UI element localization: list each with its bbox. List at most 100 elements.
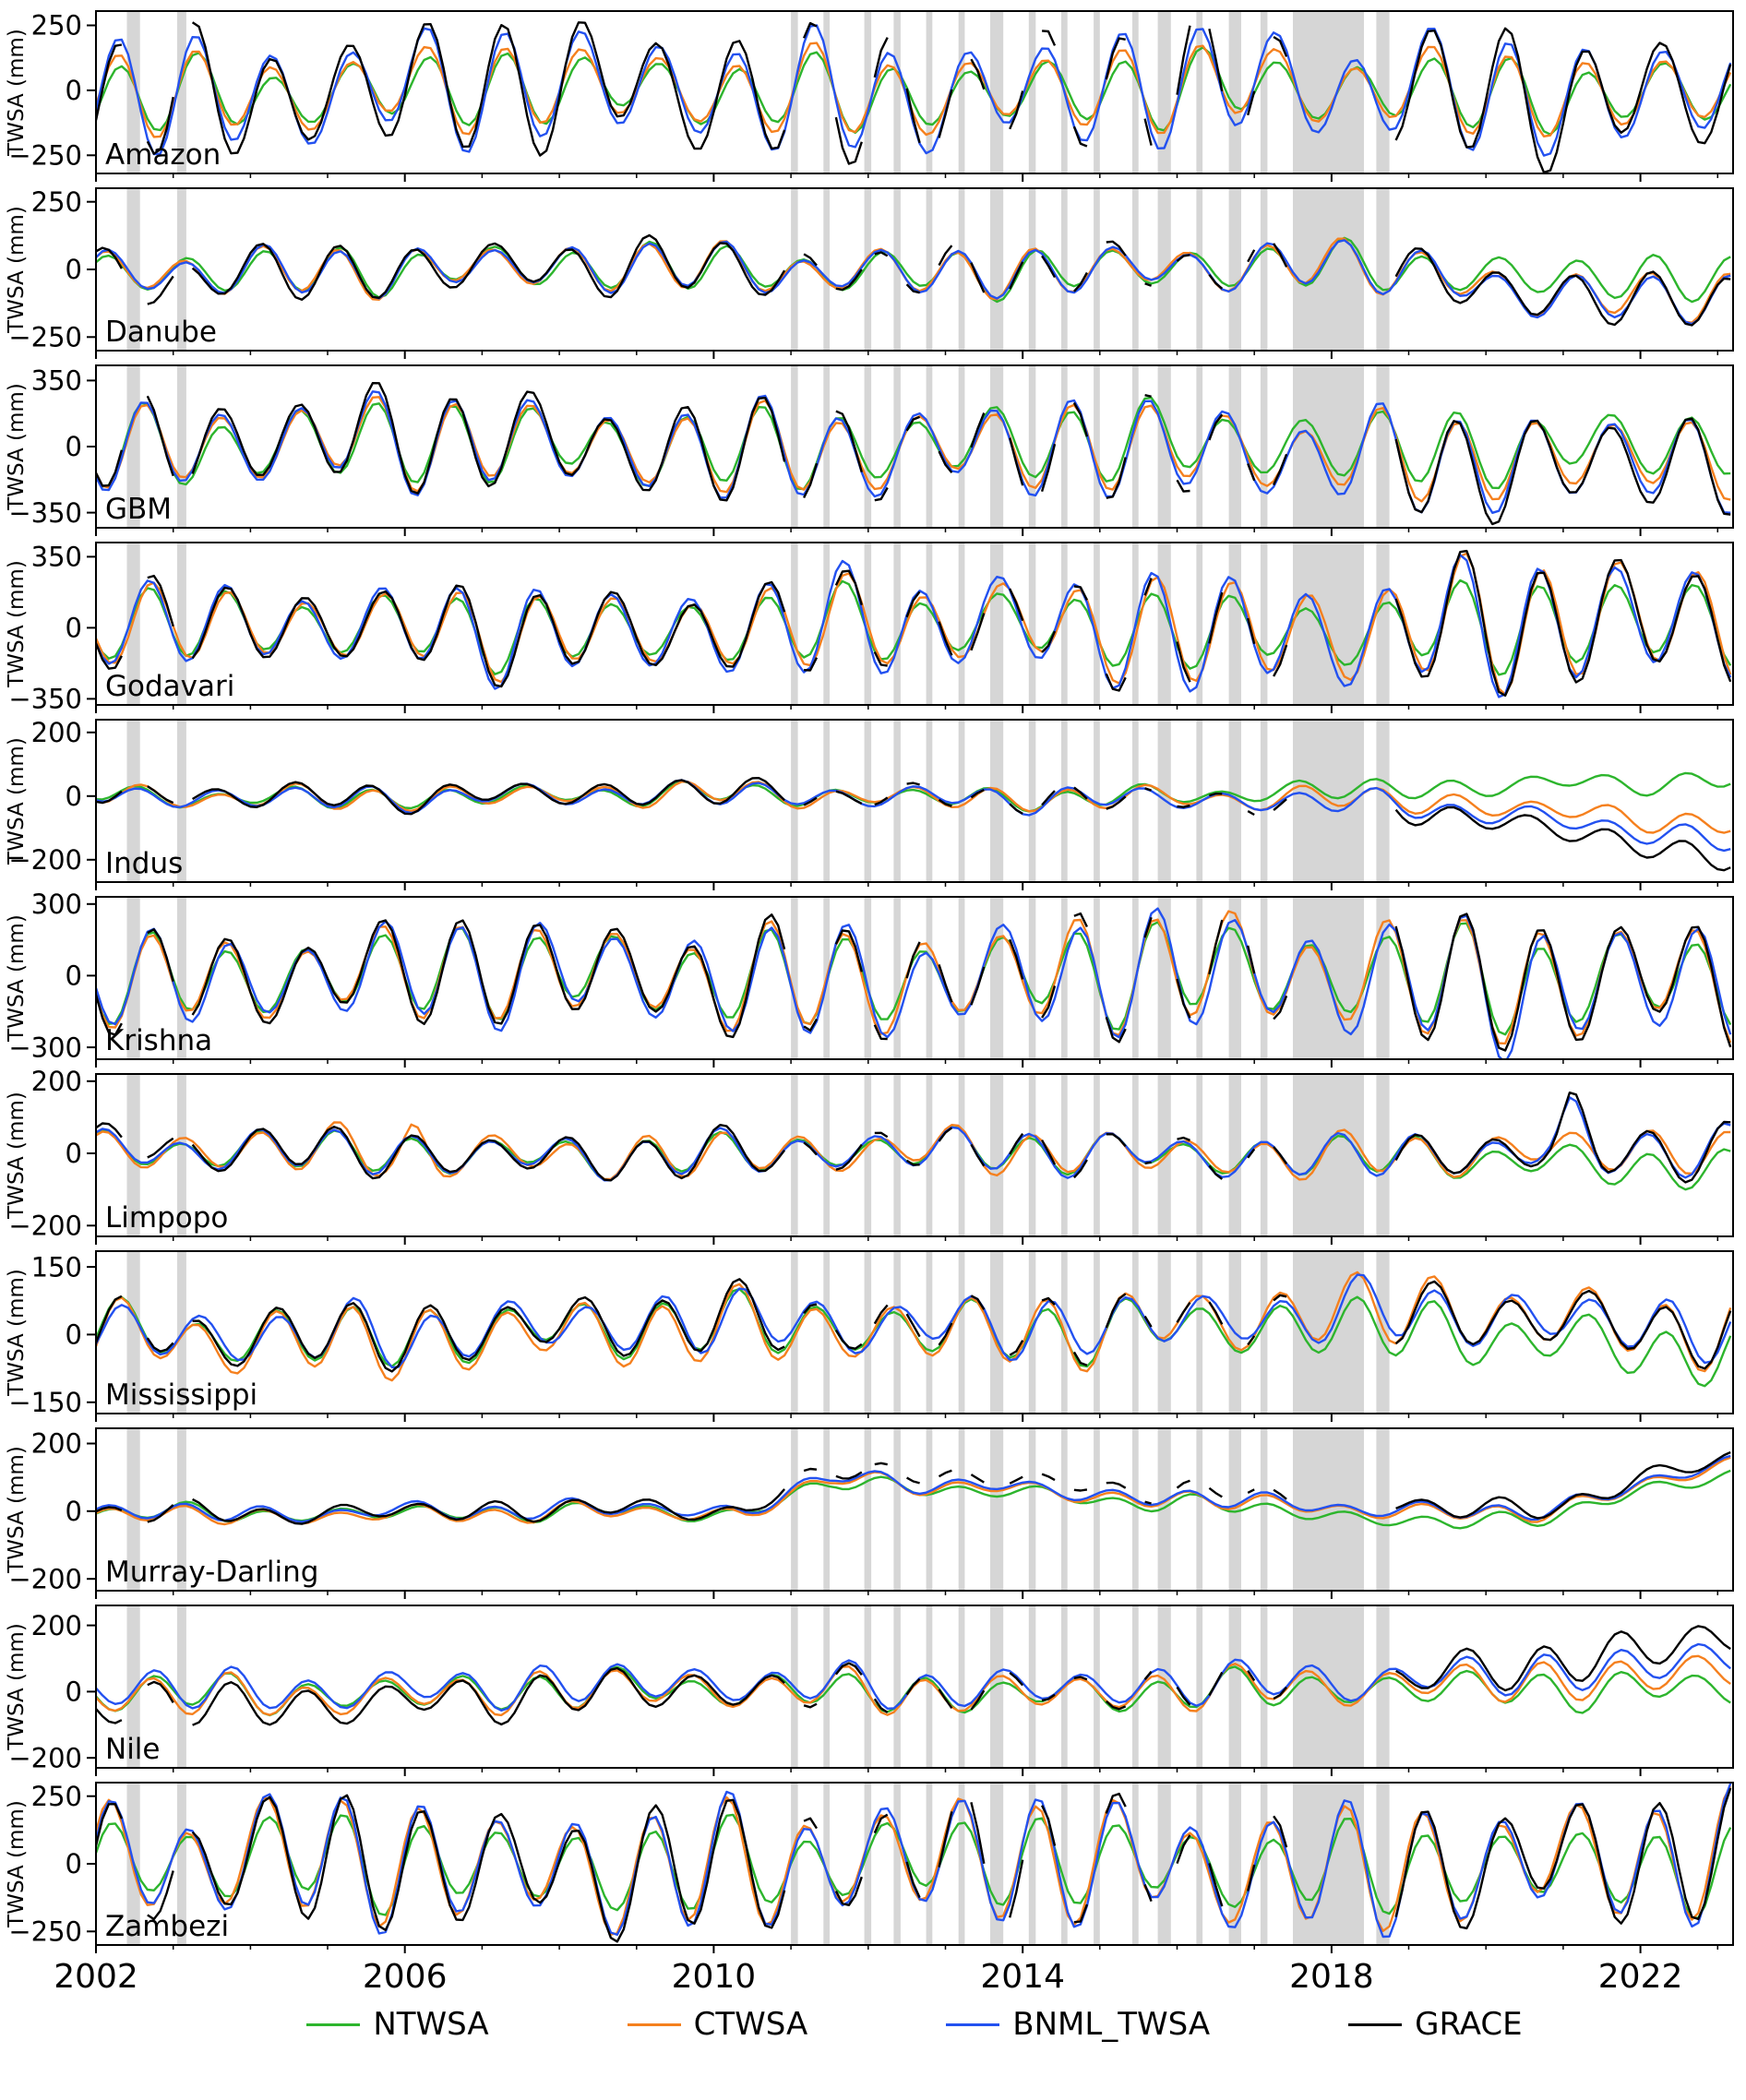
- series-line-BNML_TWSA: [96, 24, 1732, 157]
- grace-gap-band: [893, 1251, 901, 1414]
- grace-gap-band: [958, 188, 965, 351]
- series-line-NTWSA: [96, 771, 1731, 813]
- legend-label: GRACE: [1415, 2006, 1523, 2043]
- grace-gap-band: [1132, 720, 1139, 882]
- grace-gap-band: [893, 1605, 901, 1768]
- grace-gap-band: [1196, 1605, 1203, 1768]
- grace-gap-band: [1376, 543, 1390, 705]
- grace-gap-band: [1376, 1605, 1390, 1768]
- axes-frame: [95, 10, 1734, 174]
- grace-gap-band: [926, 1251, 933, 1414]
- y-tick-label: −200: [8, 844, 82, 876]
- series-line-NTWSA: [96, 921, 1732, 1036]
- legend-line-NTWSA: [306, 2022, 361, 2026]
- grace-gap-band: [893, 188, 901, 351]
- basin-label: Krishna: [105, 1024, 212, 1057]
- y-tick-label: 0: [66, 961, 82, 992]
- y-axis-label: TWSA (mm): [5, 1623, 29, 1751]
- grace-gap-band: [958, 1074, 965, 1236]
- grace-gap-band: [990, 543, 1004, 705]
- grace-gap-band: [1157, 365, 1171, 528]
- grace-gap-band: [864, 365, 872, 528]
- series-line-BNML_TWSA: [96, 1783, 1732, 1939]
- y-tick-label: 200: [31, 1428, 82, 1460]
- grace-gap-band: [1094, 720, 1100, 882]
- grace-gap-band: [176, 365, 186, 528]
- grace-gap-band: [1293, 365, 1364, 528]
- y-axis-label: TWSA (mm): [5, 737, 29, 865]
- grace-gap-band: [1132, 1783, 1139, 1945]
- basin-label: Danube: [105, 316, 217, 349]
- grace-gap-band: [176, 720, 186, 882]
- grace-gap-band: [1028, 543, 1036, 705]
- y-tick-label: 0: [66, 1848, 82, 1879]
- y-tick-label: 0: [66, 1496, 82, 1527]
- grace-gap-band: [1094, 1428, 1100, 1591]
- grace-gap-band: [1293, 1074, 1364, 1236]
- grace-gap-band: [1028, 1428, 1036, 1591]
- axes-frame: [95, 719, 1734, 883]
- y-tick-label: −350: [8, 684, 82, 714]
- axes-frame: [95, 1427, 1734, 1592]
- grace-gap-band: [126, 11, 140, 173]
- grace-gap-band: [791, 720, 798, 882]
- grace-gap-band: [1028, 1251, 1036, 1414]
- basin-label: Indus: [105, 847, 183, 880]
- grace-gap-band: [1196, 188, 1203, 351]
- grace-gap-band: [176, 1605, 186, 1768]
- grace-gap-band: [1028, 1074, 1036, 1236]
- y-tick-label: −350: [8, 497, 82, 529]
- grace-gap-band: [958, 11, 965, 173]
- grace-gap-band: [126, 1074, 140, 1236]
- grace-gap-band: [893, 1428, 901, 1591]
- y-tick-label: 0: [66, 781, 82, 812]
- grace-gap-band: [864, 1074, 872, 1236]
- grace-gap-band: [1376, 365, 1390, 528]
- legend-label: NTWSA: [373, 2006, 489, 2043]
- series-line-GRACE: [96, 912, 1732, 1052]
- grace-gap-band: [1228, 720, 1241, 882]
- grace-gap-band: [176, 1428, 186, 1591]
- grace-gap-band: [791, 365, 798, 528]
- grace-gap-band: [990, 365, 1004, 528]
- grace-gap-band: [1196, 897, 1203, 1059]
- series-line-GRACE: [96, 382, 1731, 526]
- grace-gap-band: [1376, 188, 1390, 351]
- grace-gap-band: [893, 365, 901, 528]
- y-tick-label: 200: [31, 717, 82, 748]
- grace-gap-band: [1260, 11, 1268, 173]
- y-tick-label: 0: [66, 613, 82, 644]
- series-line-NTWSA: [96, 1469, 1731, 1530]
- y-tick-label: 0: [66, 254, 82, 285]
- x-tick-label: 2018: [1289, 1958, 1374, 1996]
- grace-gap-band: [926, 1428, 933, 1591]
- grace-gap-band: [958, 1605, 965, 1768]
- grace-gap-band: [126, 1428, 140, 1591]
- grace-gap-band: [990, 1251, 1004, 1414]
- basin-label: Limpopo: [105, 1201, 228, 1235]
- basin-label: Nile: [105, 1733, 161, 1766]
- grace-gap-band: [1196, 11, 1203, 173]
- y-axis-label: TWSA (mm): [5, 1269, 29, 1397]
- basin-label: Zambezi: [105, 1910, 229, 1943]
- series-line-GRACE: [96, 1092, 1731, 1184]
- series-line-NTWSA: [96, 396, 1731, 491]
- grace-gap-band: [1260, 1074, 1268, 1236]
- grace-gap-band: [1228, 1605, 1241, 1768]
- grace-gap-band: [823, 1074, 830, 1236]
- grace-gap-band: [958, 543, 965, 705]
- grace-gap-band: [791, 1428, 798, 1591]
- grace-gap-band: [1157, 1428, 1171, 1591]
- grace-gap-band: [1260, 365, 1268, 528]
- grace-gap-band: [1157, 1783, 1171, 1945]
- grace-gap-band: [1132, 1605, 1139, 1768]
- grace-gap-band: [1376, 1251, 1390, 1414]
- grace-gap-band: [1376, 1074, 1390, 1236]
- series-line-CTWSA: [96, 910, 1732, 1045]
